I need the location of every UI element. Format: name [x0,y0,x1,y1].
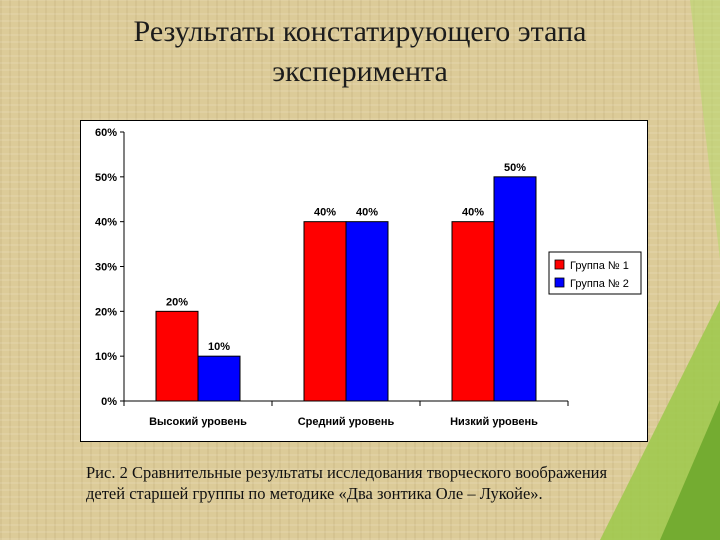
title-line-1: Результаты констатирующего этапа [133,15,587,48]
y-tick-label: 30% [95,262,117,274]
legend-label-1: Группа № 1 [570,260,629,272]
y-tick-label: 10% [95,351,117,363]
bar-1-1 [155,310,199,402]
y-tick-label: 60% [95,127,117,139]
y-tick-label: 20% [95,306,117,318]
legend-swatch-1 [554,259,565,270]
y-tick-label: 40% [95,217,117,229]
legend-label-2: Группа № 2 [570,278,629,290]
slide-title: Результаты констатирующего этапа экспери… [60,12,660,92]
y-tick-label: 50% [95,172,117,184]
y-tick-label: 0% [101,396,117,408]
legend-box [548,251,642,295]
green-triangle-small [660,400,720,540]
caption-line-2: детей старшей группы по методике «Два зо… [86,484,543,503]
data-label: 40% [314,207,336,219]
title-line-2: эксперимента [272,55,448,88]
x-tick-label: Низкий уровень [450,416,538,428]
bar-2-1 [197,355,241,402]
bar-2-2 [345,221,389,402]
chart-panel: 0% 10% 20% 30% 40% 50% 60% 20% 10% Высокий уровен… [80,120,648,442]
legend-swatch-2 [554,277,565,288]
data-label: 40% [356,207,378,219]
data-label: 10% [208,341,230,353]
bar-chart: 0% 10% 20% 30% 40% 50% 60% 20% 10% Высокий уровен… [80,120,648,442]
green-stripe [690,0,720,260]
data-label: 20% [166,296,188,308]
data-label: 50% [504,162,526,174]
data-label: 40% [462,207,484,219]
bar-2-3 [493,176,537,402]
caption-line-1: Рис. 2 Сравнительные результаты исследов… [86,463,608,482]
bar-1-3 [451,221,495,402]
figure-caption: Рис. 2 Сравнительные результаты исследов… [86,462,686,504]
bar-1-2 [303,221,347,402]
x-tick-label: Средний уровень [298,416,395,428]
x-tick-label: Высокий уровень [149,416,247,428]
